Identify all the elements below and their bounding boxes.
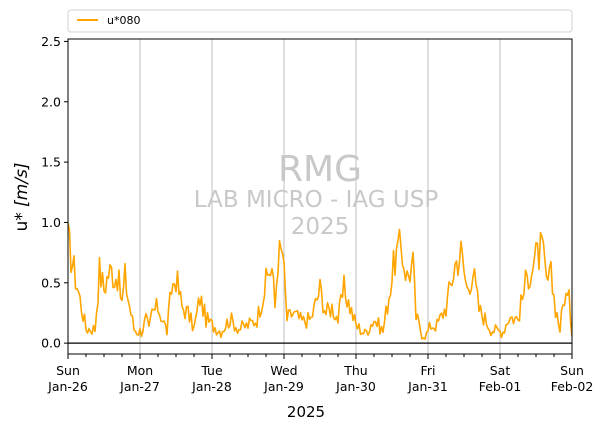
- x-tick-day-label: Tue: [200, 363, 223, 378]
- x-tick-date-label: Jan-26: [47, 379, 88, 394]
- y-tick-label: 0.5: [41, 275, 61, 290]
- x-tick-date-label: Jan-27: [119, 379, 160, 394]
- watermark-line-1: RMG: [278, 149, 362, 190]
- series-layer: [68, 222, 572, 340]
- x-tick-date-label: Jan-29: [263, 379, 304, 394]
- legend: u*080: [67, 9, 573, 33]
- y-tick-label: 0.0: [41, 336, 61, 351]
- x-tick-date-label: Feb-01: [479, 379, 522, 394]
- x-tick-date-label: Jan-28: [191, 379, 232, 394]
- y-tick-label: 2.0: [41, 94, 61, 109]
- x-axis-ticks: SunJan-26MonJan-27TueJan-28WedJan-29ThuJ…: [47, 354, 593, 394]
- x-tick-date-label: Jan-30: [335, 379, 376, 394]
- watermark-line-2: LAB MICRO - IAG USP: [194, 187, 439, 213]
- y-tick-label: 1.5: [41, 155, 61, 170]
- legend-label-u080: u*080: [107, 14, 140, 27]
- y-axis-ticks: 0.0 0.5 1.0 1.5 2.0 2.5: [41, 34, 68, 351]
- watermark-line-3: 2025: [291, 214, 350, 240]
- x-tick-day-label: Sun: [56, 363, 80, 378]
- vertical-gridlines: [139, 39, 501, 354]
- x-axis-label: 2025: [287, 403, 325, 421]
- x-tick-day-label: Mon: [127, 363, 153, 378]
- series-line-u080: [68, 222, 572, 340]
- x-tick-day-label: Sat: [490, 363, 511, 378]
- y-tick-label: 1.0: [41, 215, 61, 230]
- y-axis-label-unit: [m/s]: [12, 162, 32, 206]
- y-tick-label: 2.5: [41, 34, 61, 49]
- x-tick-day-label: Sun: [560, 363, 584, 378]
- x-tick-day-label: Thu: [343, 363, 367, 378]
- x-tick-day-label: Wed: [270, 363, 297, 378]
- x-tick-date-label: Jan-31: [407, 379, 448, 394]
- y-axis-label-text: u*: [12, 207, 32, 232]
- y-axis-label: u* [m/s]: [12, 162, 32, 231]
- watermark: RMG LAB MICRO - IAG USP 2025: [194, 149, 439, 240]
- x-tick-day-label: Fri: [421, 363, 436, 378]
- x-tick-date-label: Feb-02: [551, 379, 594, 394]
- legend-box: [67, 9, 573, 33]
